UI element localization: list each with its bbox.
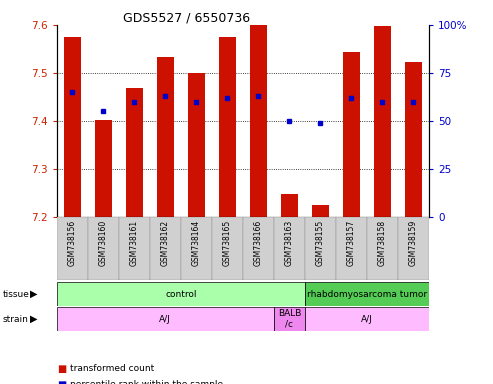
Text: tissue: tissue: [2, 290, 30, 299]
Bar: [336, 217, 367, 280]
Text: ■: ■: [57, 364, 66, 374]
Text: GDS5527 / 6550736: GDS5527 / 6550736: [123, 12, 250, 25]
Text: GSM738155: GSM738155: [316, 220, 325, 266]
Bar: [57, 307, 274, 331]
Text: GSM738160: GSM738160: [99, 220, 108, 266]
Text: transformed count: transformed count: [70, 364, 155, 372]
Bar: [281, 194, 298, 217]
Bar: [126, 88, 143, 217]
Bar: [343, 52, 360, 217]
Bar: [250, 25, 267, 217]
Text: strain: strain: [2, 314, 28, 324]
Text: ▶: ▶: [30, 314, 37, 324]
Bar: [157, 57, 174, 217]
Bar: [57, 217, 88, 280]
Bar: [367, 217, 398, 280]
Bar: [57, 282, 305, 306]
Text: ■: ■: [57, 380, 66, 384]
Text: A/J: A/J: [361, 314, 373, 324]
Bar: [312, 205, 329, 217]
Bar: [305, 307, 429, 331]
Bar: [398, 217, 429, 280]
Bar: [274, 217, 305, 280]
Text: BALB
/c: BALB /c: [278, 310, 301, 329]
Bar: [181, 217, 212, 280]
Bar: [219, 37, 236, 217]
Bar: [274, 307, 305, 331]
Bar: [64, 37, 81, 217]
Bar: [374, 26, 391, 217]
Bar: [119, 217, 150, 280]
Bar: [88, 217, 119, 280]
Text: GSM738163: GSM738163: [285, 220, 294, 266]
Text: GSM738158: GSM738158: [378, 220, 387, 266]
Text: rhabdomyosarcoma tumor: rhabdomyosarcoma tumor: [307, 290, 427, 299]
Text: percentile rank within the sample: percentile rank within the sample: [70, 380, 224, 384]
Text: GSM738161: GSM738161: [130, 220, 139, 266]
Bar: [95, 119, 112, 217]
Bar: [150, 217, 181, 280]
Text: GSM738156: GSM738156: [68, 220, 77, 266]
Bar: [405, 62, 422, 217]
Bar: [188, 73, 205, 217]
Text: A/J: A/J: [159, 314, 171, 324]
Text: GSM738166: GSM738166: [254, 220, 263, 266]
Text: GSM738165: GSM738165: [223, 220, 232, 266]
Bar: [305, 282, 429, 306]
Text: control: control: [165, 290, 197, 299]
Bar: [305, 217, 336, 280]
Text: GSM738162: GSM738162: [161, 220, 170, 266]
Text: GSM738159: GSM738159: [409, 220, 418, 266]
Text: GSM738157: GSM738157: [347, 220, 356, 266]
Bar: [243, 217, 274, 280]
Text: ▶: ▶: [30, 289, 37, 299]
Text: GSM738164: GSM738164: [192, 220, 201, 266]
Bar: [212, 217, 243, 280]
